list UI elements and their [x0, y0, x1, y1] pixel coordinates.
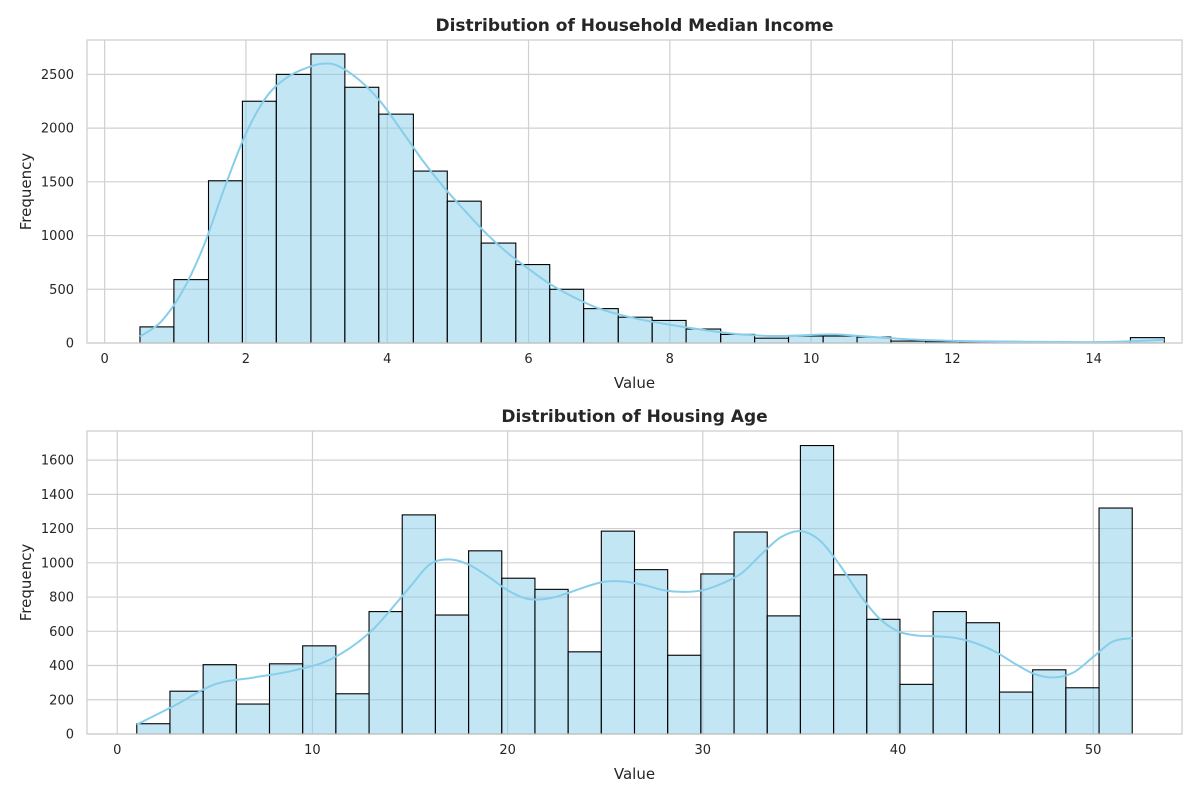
x-axis-label: Value: [614, 765, 655, 783]
chart-title: Distribution of Household Median Income: [435, 16, 833, 36]
x-tick-label: 20: [499, 743, 516, 758]
x-tick-label: 30: [695, 743, 712, 758]
histogram-bar: [202, 664, 237, 735]
y-tick-label: 2500: [41, 68, 74, 83]
histogram-bar: [1032, 669, 1067, 735]
histogram-bar: [549, 288, 585, 344]
histogram-bar: [136, 723, 171, 735]
histogram-bar: [268, 663, 304, 735]
kde-curve: [139, 62, 1165, 344]
histogram-bar: [480, 242, 517, 344]
x-tick-label: 10: [304, 743, 321, 758]
histogram-bar: [567, 651, 602, 735]
y-tick-label: 1500: [41, 175, 74, 190]
x-tick-label: 12: [944, 352, 961, 367]
histogram-bar: [754, 337, 790, 344]
tick-labels: 0 2 4 6 8 10 12 14 0 500 1000 1500 2000 2500: [41, 68, 1102, 367]
x-axis-label: Value: [614, 374, 655, 392]
histogram-bar: [501, 577, 536, 735]
y-tick-label: 0: [66, 337, 74, 352]
histogram-bar: [766, 615, 801, 735]
histogram-bar: [335, 693, 370, 735]
y-tick-label: 1400: [41, 488, 74, 503]
histogram-bar: [700, 573, 735, 735]
histogram-bar: [866, 618, 901, 735]
x-tick-label: 4: [383, 352, 391, 367]
histogram-bar: [310, 53, 346, 344]
plot-frame: [86, 39, 1183, 344]
histogram-bar: [583, 308, 619, 344]
histogram-bar: [600, 530, 636, 735]
tick-labels: 0 10 20 30 40 50 0 200 400 600 800 1000 1200 1400 1600: [41, 454, 1102, 758]
histogram-bar: [368, 611, 403, 735]
histogram-bar: [207, 180, 243, 344]
y-tick-label: 0: [66, 728, 74, 743]
y-tick-label: 1600: [41, 454, 74, 469]
kde-curve: [136, 530, 1133, 726]
histogram-bar: [235, 703, 271, 735]
histogram-bar: [1098, 507, 1133, 735]
histogram-bar: [534, 588, 569, 735]
histogram-bar: [468, 550, 503, 735]
histogram-bar: [733, 531, 768, 735]
histogram-bar: [173, 279, 210, 344]
x-tick-label: 0: [101, 352, 109, 367]
x-tick-label: 0: [113, 743, 121, 758]
histogram-bar: [833, 574, 868, 735]
histogram-bar: [932, 611, 967, 735]
y-tick-label: 2000: [41, 122, 74, 137]
y-tick-label: 500: [49, 283, 74, 298]
histogram-bar: [275, 73, 312, 344]
histogram-bar: [633, 569, 669, 735]
kde-line: [136, 530, 1133, 726]
x-tick-label: 8: [666, 352, 674, 367]
histogram-bar: [434, 614, 470, 735]
histogram-bar: [241, 100, 277, 344]
histogram-bar: [787, 335, 824, 344]
x-tick-label: 2: [242, 352, 250, 367]
histogram-bar: [401, 514, 436, 735]
y-axis-label: Frequency: [17, 153, 35, 231]
y-tick-label: 1000: [41, 229, 74, 244]
chart-housing-age: 0 10 20 30 40 50 0 200 400 600 800 1000 1200 1400 1600…: [17, 407, 1183, 783]
histogram-bar: [139, 326, 175, 344]
histogram-bar: [169, 690, 204, 735]
kde-line: [139, 62, 1165, 344]
y-tick-label: 800: [49, 591, 74, 606]
histogram-bar: [515, 264, 551, 344]
plot-frame: [86, 430, 1183, 735]
chart-household-income: 0 2 4 6 8 10 12 14 0 500 1000 1500 2000 2500 Distribu…: [17, 16, 1183, 392]
histogram-bar: [1065, 687, 1100, 735]
histogram-bars: [139, 53, 1165, 344]
x-tick-label: 6: [524, 352, 532, 367]
y-tick-label: 400: [49, 659, 74, 674]
histogram-bar: [667, 654, 702, 735]
histogram-bar: [378, 113, 414, 344]
x-tick-label: 50: [1085, 743, 1102, 758]
histogram-bar: [965, 622, 1001, 735]
y-tick-label: 600: [49, 625, 74, 640]
histogram-bar: [412, 170, 448, 344]
x-tick-label: 14: [1085, 352, 1102, 367]
y-axis-label: Frequency: [17, 544, 35, 622]
chart-title: Distribution of Housing Age: [501, 407, 767, 427]
histogram-bar: [799, 445, 835, 735]
x-tick-label: 40: [890, 743, 907, 758]
histogram-bar: [344, 86, 380, 344]
y-tick-label: 200: [49, 693, 74, 708]
histogram-bar: [899, 683, 934, 735]
histogram-bar: [822, 335, 858, 344]
y-tick-label: 1200: [41, 522, 74, 537]
x-tick-label: 10: [803, 352, 820, 367]
y-tick-label: 1000: [41, 556, 74, 571]
histogram-bar: [998, 691, 1034, 735]
